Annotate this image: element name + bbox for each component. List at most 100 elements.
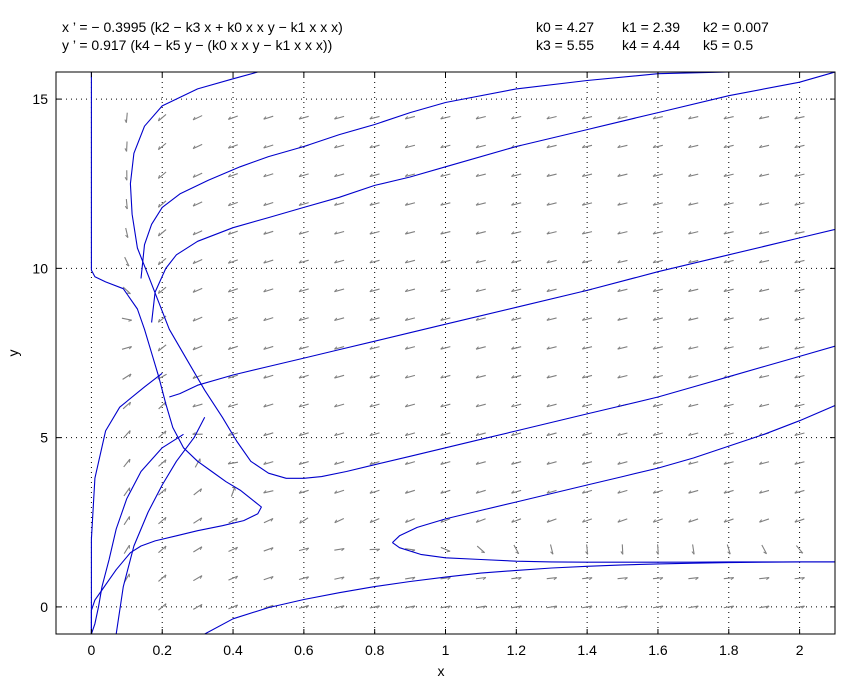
field-arrowhead: [298, 317, 302, 321]
field-arrowhead: [376, 576, 380, 580]
field-arrowhead: [511, 490, 515, 494]
field-arrowhead: [511, 202, 515, 206]
field-segment: [298, 547, 309, 552]
field-segment: [192, 403, 203, 408]
field-arrowhead: [475, 202, 479, 206]
trajectory-2: [151, 72, 835, 323]
field-arrowhead: [758, 202, 763, 206]
field-segment: [688, 489, 699, 494]
field-segment: [759, 288, 770, 293]
field-arrowhead: [511, 317, 515, 321]
field-segment: [794, 116, 805, 120]
field-arrowhead: [341, 576, 345, 580]
field-segment: [334, 230, 345, 235]
field-arrowhead: [723, 490, 727, 494]
field-arrowhead: [298, 490, 302, 494]
field-segment: [723, 577, 734, 580]
field-segment: [759, 403, 770, 408]
field-arrowhead: [164, 574, 167, 579]
field-segment: [794, 259, 805, 264]
field-segment: [617, 116, 628, 120]
field-segment: [617, 317, 628, 321]
field-segment: [263, 517, 274, 524]
field-arrowhead: [369, 202, 373, 206]
y-tick-label: 5: [40, 430, 48, 446]
field-arrowhead: [758, 116, 763, 120]
field-segment: [158, 488, 167, 496]
field-arrowhead: [298, 116, 302, 120]
field-segment: [125, 227, 129, 238]
field-segment: [688, 518, 699, 523]
field-arrowhead: [404, 260, 409, 264]
field-arrowhead: [192, 346, 196, 351]
field-segment: [334, 288, 345, 293]
field-segment: [263, 461, 274, 465]
field-arrowhead: [440, 116, 444, 120]
field-arrowhead: [298, 461, 302, 465]
field-segment: [759, 374, 770, 379]
field-arrowhead: [192, 432, 196, 435]
field-arrowhead: [688, 202, 692, 206]
field-segment: [723, 518, 734, 523]
field-arrowhead: [624, 605, 628, 609]
field-arrowhead: [659, 605, 664, 609]
field-arrowhead: [235, 546, 238, 551]
field-arrowhead: [164, 459, 167, 464]
field-arrowhead: [617, 519, 621, 523]
field-arrowhead: [411, 549, 416, 552]
field-arrowhead: [157, 232, 161, 237]
field-segment: [192, 115, 203, 121]
field-segment: [298, 489, 309, 494]
field-segment: [334, 461, 345, 465]
field-segment: [723, 173, 734, 177]
field-segment: [405, 288, 416, 293]
field-arrowhead: [617, 144, 621, 149]
field-arrowhead: [475, 403, 479, 408]
field-segment: [405, 115, 416, 120]
field-segment: [124, 256, 130, 267]
field-arrowhead: [723, 432, 727, 436]
field-arrowhead: [617, 461, 621, 465]
field-arrowhead: [655, 551, 659, 555]
trajectories: [90, 72, 835, 634]
field-arrowhead: [124, 205, 128, 210]
field-segment: [688, 288, 699, 293]
field-segment: [193, 575, 203, 582]
field-arrowhead: [270, 518, 274, 522]
field-arrowhead: [475, 173, 479, 177]
field-arrowhead: [475, 490, 479, 494]
field-segment: [298, 432, 309, 437]
field-arrowhead: [298, 260, 302, 264]
field-segment: [228, 374, 238, 379]
field-arrowhead: [235, 517, 238, 522]
field-segment: [652, 317, 663, 321]
field-segment: [405, 259, 416, 264]
field-segment: [263, 202, 274, 207]
field-arrowhead: [369, 490, 373, 494]
field-segment: [228, 403, 238, 408]
field-arrowhead: [235, 575, 239, 580]
field-arrowhead: [164, 488, 167, 492]
field-arrowhead: [263, 404, 267, 408]
field-arrowhead: [691, 551, 695, 555]
field-segment: [511, 173, 522, 177]
field-arrowhead: [199, 604, 203, 608]
field-segment: [125, 199, 128, 210]
field-arrowhead: [157, 261, 161, 265]
field-arrowhead: [794, 375, 798, 379]
field-arrowhead: [723, 461, 727, 465]
field-segment: [158, 459, 167, 467]
field-arrowhead: [581, 490, 586, 494]
field-segment: [334, 115, 345, 120]
field-segment: [125, 112, 128, 123]
field-arrowhead: [369, 432, 373, 436]
field-arrowhead: [475, 375, 479, 379]
y-equation: y ’ = 0.917 (k4 − k5 y − (k0 x x y − k1 …: [62, 37, 333, 53]
field-segment: [617, 577, 628, 580]
field-segment: [511, 605, 522, 609]
field-segment: [228, 288, 238, 293]
field-segment: [759, 173, 770, 177]
field-segment: [405, 605, 416, 609]
field-segment: [511, 259, 522, 264]
field-arrowhead: [440, 202, 444, 206]
